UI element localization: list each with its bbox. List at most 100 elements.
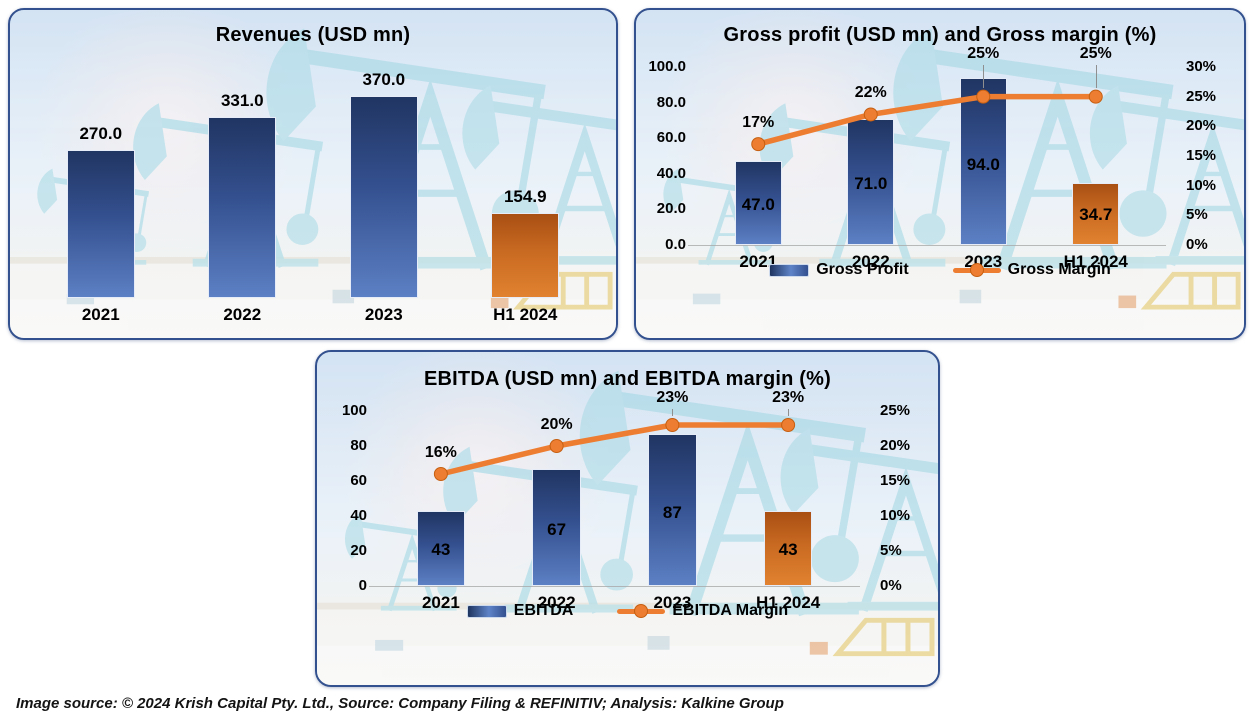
legend: EBITDA EBITDA Margin	[317, 602, 938, 620]
line-marker	[751, 137, 766, 152]
category-label: 2022	[223, 305, 262, 324]
chart-body: 270.0 2021 331.0 2022 370.0 2023 154.9 H1 2024	[18, 63, 608, 324]
bar-value-label: 43	[431, 539, 451, 559]
right-axis-tick-label: 30%	[1186, 58, 1217, 75]
legend-line-swatch-icon	[617, 604, 666, 618]
label-leader-line	[983, 65, 985, 88]
line-marker	[665, 418, 680, 432]
bar-h1-2024	[491, 213, 560, 298]
right-axis-tick-label: 10%	[880, 507, 911, 524]
legend-line-dot-icon	[969, 263, 984, 277]
label-leader-line	[672, 409, 674, 416]
chart-title: Gross profit (USD mn) and Gross margin (…	[723, 24, 1157, 46]
chart-body: 100 80 60 40 20 0 43 2021 67 2022 87 2023 43 H1 2024…	[321, 389, 934, 612]
right-axis-tick-label: 10%	[1186, 176, 1217, 194]
bar-2022	[208, 117, 277, 298]
bar-2021	[66, 150, 135, 298]
plot-area: 270.0 2021 331.0 2022 370.0 2023 154.9 H1 2024	[18, 63, 608, 324]
bar-value-label: 47.0	[741, 194, 775, 214]
left-axis-tick-label: 20.0	[656, 200, 686, 218]
right-axis-tick-label: 5%	[880, 542, 902, 559]
left-axis-tick-label: 80.0	[656, 93, 686, 111]
left-axis-tick-label: 60.0	[656, 129, 686, 147]
left-axis-tick-label: 20	[350, 542, 367, 559]
legend-label: EBITDA	[513, 602, 574, 619]
ebitda-margin-chart-panel: EBITDA (USD mn) and EBITDA margin (%) 10…	[315, 350, 940, 687]
legend-bar-swatch-icon	[466, 604, 507, 618]
left-axis-tick-label: 100	[341, 402, 367, 419]
bar-value-label: 34.7	[1079, 205, 1113, 225]
chart-title: Revenues (USD mn)	[215, 24, 411, 46]
bar-2023	[349, 95, 418, 298]
legend-bar-swatch-icon	[769, 263, 810, 277]
bar-value-label: 154.9	[503, 187, 547, 207]
category-label: 2023	[364, 305, 403, 324]
legend-item: EBITDA	[466, 602, 574, 620]
right-axis-tick-label: 0%	[880, 577, 902, 594]
left-axis-tick-label: 40.0	[656, 164, 686, 182]
right-axis-tick-label: 25%	[880, 402, 911, 419]
right-axis-tick-label: 25%	[1186, 87, 1217, 105]
line-marker	[863, 107, 878, 122]
line-marker	[433, 467, 448, 481]
bar-value-label: 94.0	[966, 154, 1000, 174]
line-data-label: 25%	[967, 45, 1000, 62]
left-axis: 100 80 60 40 20 0	[321, 402, 375, 594]
line-path	[438, 422, 791, 477]
right-axis-tick-label: 0%	[1186, 236, 1208, 253]
left-axis: 100.0 80.0 60.0 40.0 20.0 0.0	[640, 58, 694, 253]
legend-item: Gross Margin	[952, 261, 1111, 279]
bar-value-label: 43	[778, 539, 798, 559]
right-axis-tick-label: 15%	[1186, 147, 1217, 164]
bar-value-label: 270.0	[79, 124, 123, 144]
line-data-label: 23%	[772, 389, 805, 406]
legend-item: EBITDA Margin	[617, 602, 788, 620]
right-axis: 25% 20% 15% 10% 5% 0%	[854, 402, 934, 594]
bar-value-label: 370.0	[362, 69, 406, 89]
legend-line-swatch-icon	[952, 263, 1001, 277]
line-marker	[781, 418, 796, 432]
left-axis-tick-label: 80	[350, 437, 367, 454]
left-axis-tick-label: 0.0	[665, 236, 686, 253]
gross-profit-margin-chart-panel: Gross profit (USD mn) and Gross margin (…	[634, 8, 1246, 340]
right-axis-tick-label: 15%	[880, 472, 911, 489]
line-marker	[1088, 89, 1103, 104]
category-label: H1 2024	[493, 305, 558, 324]
right-axis-tick-label: 20%	[880, 437, 911, 454]
line-path	[755, 93, 1099, 147]
right-axis-tick-label: 5%	[1186, 206, 1208, 224]
right-axis-tick-label: 20%	[1186, 117, 1217, 135]
line-marker	[549, 439, 564, 453]
line-marker	[976, 89, 991, 104]
line-data-label: 16%	[424, 444, 457, 461]
chart-title: EBITDA (USD mn) and EBITDA margin (%)	[423, 368, 832, 390]
chart-body: 100.0 80.0 60.0 40.0 20.0 0.0 47.0 2021 71.0 202…	[640, 45, 1240, 271]
image-source-caption: Image source: © 2024 Krish Capital Pty. …	[16, 695, 784, 712]
legend-label: Gross Margin	[1007, 261, 1111, 278]
bar-value-label: 67	[547, 519, 567, 539]
category-label: 2021	[81, 305, 120, 324]
line-data-label: 23%	[656, 389, 689, 406]
label-leader-line	[788, 409, 790, 416]
bar-value-label: 331.0	[220, 91, 264, 111]
revenues-chart-panel: Revenues (USD mn) 270.0 2021 331.0 2022 370.…	[8, 8, 618, 340]
left-axis-tick-label: 0	[358, 577, 367, 594]
line-data-label: 20%	[540, 416, 573, 433]
line-data-label: 25%	[1079, 45, 1112, 62]
legend-label: EBITDA Margin	[672, 602, 789, 619]
legend-item: Gross Profit	[769, 261, 909, 279]
right-axis: 30% 25% 20% 15% 10% 5% 0%	[1160, 58, 1240, 253]
bar-value-label: 71.0	[854, 174, 888, 194]
bar-value-label: 87	[662, 502, 682, 522]
plot-area: 43 2021 67 2022 87 2023 43 H1 2024 16% 20% 23% 23%	[369, 389, 860, 612]
label-leader-line	[1095, 65, 1097, 88]
line-data-label: 17%	[742, 114, 775, 132]
left-axis-tick-label: 60	[350, 472, 367, 489]
left-axis-tick-label: 100.0	[648, 58, 686, 75]
left-axis-tick-label: 40	[350, 507, 367, 524]
legend: Gross Profit Gross Margin	[636, 261, 1244, 279]
legend-label: Gross Profit	[816, 261, 909, 278]
line-data-label: 22%	[854, 84, 887, 102]
plot-area: 47.0 2021 71.0 2022 94.0 2023 34.7 H1 2024 17% 22…	[688, 45, 1166, 271]
legend-line-dot-icon	[634, 604, 649, 618]
